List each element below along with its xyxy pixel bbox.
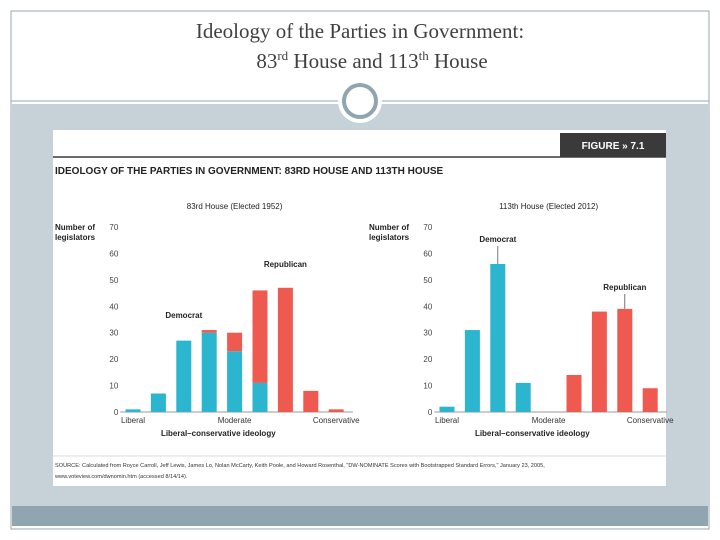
figure-bg xyxy=(53,130,666,486)
y-tick-label: 50 xyxy=(109,276,118,285)
y-tick-label: 20 xyxy=(423,355,432,364)
bar-segment xyxy=(125,409,141,412)
y-tick-label: 70 xyxy=(109,223,118,232)
x-tick-label: Moderate xyxy=(218,416,252,425)
y-tick-label: 60 xyxy=(109,249,118,258)
y-tick-label: 60 xyxy=(423,249,432,258)
x-axis-label: Liberal–conservative ideology xyxy=(161,429,276,438)
bar-segment xyxy=(277,287,293,412)
y-tick-label: 0 xyxy=(114,408,119,417)
y-tick-label: 20 xyxy=(109,355,118,364)
series-label: Democrat xyxy=(165,311,202,320)
y-tick-label: 30 xyxy=(109,329,118,338)
bar-segment xyxy=(490,264,506,412)
slide-frame xyxy=(10,10,710,530)
y-tick-label: 10 xyxy=(109,382,118,391)
bar-segment xyxy=(515,382,531,412)
bar-segment xyxy=(464,330,480,412)
x-tick-label: Conservative xyxy=(313,416,360,425)
bar-segment xyxy=(201,330,217,333)
figure-label-bg xyxy=(560,133,666,157)
bar-segment xyxy=(439,406,455,412)
chart-subtitle: 113th House (Elected 2012) xyxy=(499,202,598,211)
y-tick-label: 40 xyxy=(423,302,432,311)
series-label: Democrat xyxy=(479,235,516,244)
x-axis-label: Liberal–conservative ideology xyxy=(475,429,590,438)
bar-segment xyxy=(303,390,319,412)
figure-label: FIGURE » 7.1 xyxy=(582,141,645,152)
y-tick-label: 70 xyxy=(423,223,432,232)
bar-segment xyxy=(227,351,243,412)
x-tick-label: Liberal xyxy=(435,416,459,425)
y-axis-label: Number of xyxy=(55,223,95,232)
bar-segment xyxy=(566,375,582,412)
slide-title: Ideology of the Parties in Government: xyxy=(196,19,524,43)
figure-title: IDEOLOGY OF THE PARTIES IN GOVERNMENT: 8… xyxy=(55,166,444,177)
source: www.voteview.com/dwnomin.htm (accessed 8… xyxy=(54,474,188,480)
y-tick-label: 40 xyxy=(109,302,118,311)
series-label: Republican xyxy=(603,283,646,292)
x-tick-label: Moderate xyxy=(532,416,566,425)
y-tick-label: 0 xyxy=(428,408,433,417)
bar-segment xyxy=(252,290,268,383)
bar-segment xyxy=(150,393,166,412)
bar-segment xyxy=(328,409,344,412)
source: SOURCE: Calculated from Royce Carroll, J… xyxy=(55,463,545,469)
series-label: Republican xyxy=(264,260,307,269)
y-axis-label: Number of xyxy=(369,223,409,232)
slide-title: 83rd House and 113th House xyxy=(256,48,487,73)
ornament-ring xyxy=(342,83,378,119)
y-axis-label: legislators xyxy=(55,233,96,242)
bar-segment xyxy=(591,311,607,412)
y-axis-label: legislators xyxy=(369,233,410,242)
x-tick-label: Conservative xyxy=(627,416,674,425)
footer-bar xyxy=(12,506,708,526)
y-tick-label: 30 xyxy=(423,329,432,338)
x-tick-label: Liberal xyxy=(121,416,145,425)
bar-segment xyxy=(176,340,192,412)
bar-segment xyxy=(617,308,633,412)
bar-segment xyxy=(227,332,243,352)
bar-segment xyxy=(252,382,268,412)
bar-segment xyxy=(201,332,217,412)
y-tick-label: 10 xyxy=(423,382,432,391)
bar-segment xyxy=(642,388,658,412)
chart-subtitle: 83rd House (Elected 1952) xyxy=(187,202,283,211)
y-tick-label: 50 xyxy=(423,276,432,285)
